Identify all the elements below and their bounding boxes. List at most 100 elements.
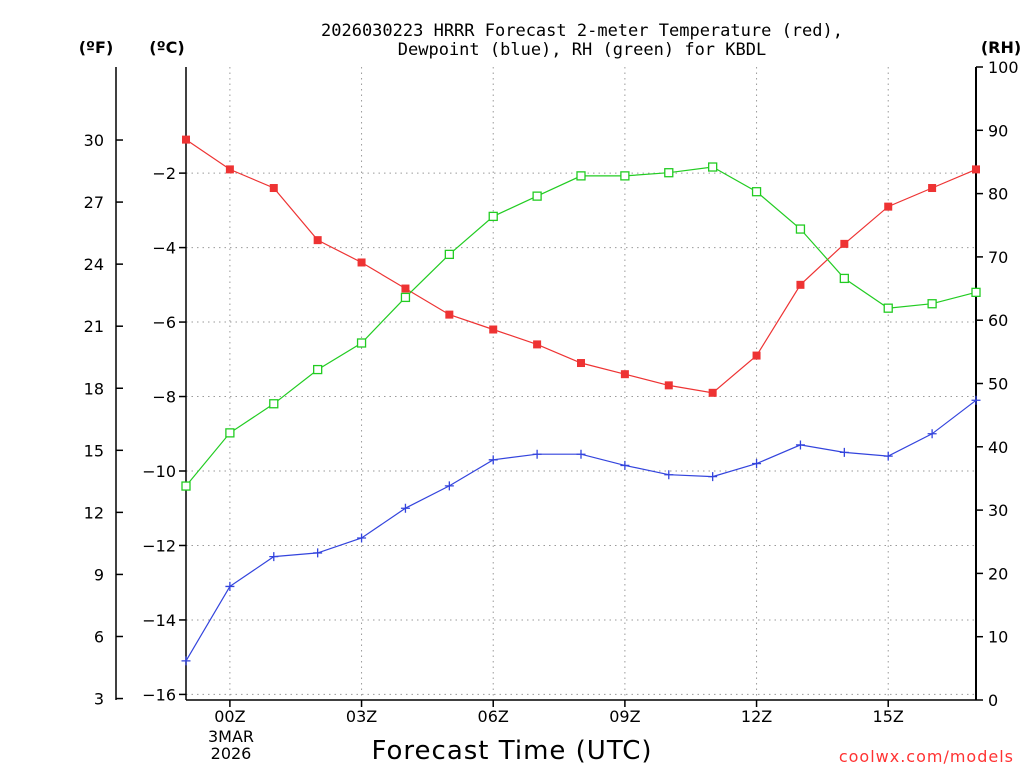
rh-axis-label: (RH) [981, 38, 1021, 57]
celsius-tick-label: −6 [152, 313, 176, 332]
rh-point [971, 287, 981, 297]
dewpoint-point [225, 581, 235, 591]
rh-point [576, 171, 586, 181]
axes [115, 66, 983, 707]
temperature-point [225, 165, 234, 174]
celsius-tick-label: −4 [152, 239, 176, 258]
rh-tick-label: 20 [988, 564, 1008, 583]
rh-point [927, 299, 937, 309]
rh-point [400, 292, 411, 303]
fahrenheit-axis-label: (ºF) [79, 38, 114, 57]
dewpoint-point [313, 548, 323, 558]
rh-tick-label: 70 [988, 248, 1008, 267]
rh-point [795, 224, 806, 234]
rh-tick-label: 80 [988, 185, 1008, 204]
fahrenheit-tick-label: 3 [94, 690, 104, 709]
temperature-point [752, 351, 761, 360]
dewpoint-point [708, 472, 718, 482]
temperature-point [401, 284, 410, 293]
temperature-point [489, 325, 498, 334]
rh-point [313, 364, 323, 375]
rh-tick-label: 0 [988, 691, 998, 710]
temperature-point [313, 236, 322, 245]
rh-tick-label: 30 [988, 501, 1008, 520]
celsius-tick-label: −12 [142, 536, 176, 555]
dewpoint-series-line [185, 399, 977, 662]
celsius-tick-label: −14 [142, 611, 176, 630]
celsius-tick-label: −2 [152, 164, 176, 183]
temperature-point [884, 202, 893, 211]
fahrenheit-tick-label: 21 [84, 317, 104, 336]
x-tick-label: 03Z [346, 707, 377, 726]
rh-point [269, 399, 279, 409]
rh-tick-label: 100 [988, 58, 1019, 77]
rh-point [839, 273, 849, 284]
dewpoint-point [357, 533, 367, 543]
date-label-day: 3MAR [208, 727, 254, 746]
x-tick-label: 06Z [478, 707, 509, 726]
temperature-point [664, 381, 673, 390]
rh-tick-label: 60 [988, 311, 1008, 330]
dewpoint-point [883, 451, 893, 461]
rh-tick-label: 10 [988, 628, 1008, 647]
grid-lines [186, 67, 976, 700]
x-tick-label: 12Z [741, 707, 772, 726]
fahrenheit-tick-label: 27 [84, 193, 104, 212]
temperature-point [708, 388, 717, 397]
celsius-tick-label: −10 [142, 462, 176, 481]
temperature-point [445, 310, 454, 319]
dewpoint-point [181, 656, 191, 666]
x-tick-label: 09Z [609, 707, 640, 726]
temperature-point [269, 184, 278, 193]
rh-point [664, 168, 674, 178]
temperature-point [620, 370, 629, 379]
chart-title-line2: Dewpoint (blue), RH (green) for KBDL [398, 40, 766, 60]
fahrenheit-tick-label: 30 [84, 131, 104, 150]
celsius-tick-label: −16 [142, 685, 176, 704]
celsius-axis-label: (ºC) [149, 38, 184, 57]
chart-title-line1: 2026030223 HRRR Forecast 2-meter Tempera… [321, 21, 843, 41]
dewpoint-point [400, 503, 410, 513]
dewpoint-point [488, 455, 498, 465]
x-tick-label: 15Z [873, 707, 904, 726]
temperature-point [533, 340, 542, 349]
temperature-point [928, 184, 937, 193]
dewpoint-point [576, 449, 586, 459]
rh-point [444, 249, 454, 260]
dewpoint-point [532, 449, 542, 459]
temperature-point [357, 258, 366, 267]
temperature-point [972, 165, 980, 174]
fahrenheit-tick-label: 15 [84, 441, 104, 460]
dewpoint-point [795, 440, 805, 450]
dewpoint-point [927, 429, 937, 439]
rh-series-line [185, 166, 977, 487]
fahrenheit-tick-label: 9 [94, 565, 104, 584]
rh-point [532, 191, 542, 201]
rh-point [620, 171, 630, 181]
data-series [181, 135, 981, 666]
temperature-point [796, 280, 805, 289]
rh-tick-label: 90 [988, 121, 1008, 140]
fahrenheit-tick-label: 6 [94, 627, 104, 646]
celsius-tick-label: −8 [152, 388, 176, 407]
rh-point [225, 428, 235, 438]
fahrenheit-tick-label: 18 [84, 379, 104, 398]
fahrenheit-tick-label: 24 [84, 255, 104, 274]
x-tick-label: 00Z [214, 707, 245, 726]
rh-point [181, 481, 191, 491]
rh-point [751, 187, 762, 197]
date-label-year: 2026 [211, 744, 252, 763]
dewpoint-point [269, 552, 279, 562]
rh-tick-label: 40 [988, 438, 1008, 457]
x-axis-title: Forecast Time (UTC) [371, 736, 652, 766]
temperature-point [182, 135, 190, 144]
rh-point [488, 211, 498, 222]
rh-point [356, 338, 367, 348]
temperature-point [577, 359, 585, 368]
dewpoint-point [664, 470, 674, 480]
fahrenheit-tick-label: 12 [84, 503, 104, 522]
rh-tick-label: 50 [988, 375, 1008, 394]
rh-point [883, 303, 893, 313]
temperature-point [840, 239, 849, 248]
